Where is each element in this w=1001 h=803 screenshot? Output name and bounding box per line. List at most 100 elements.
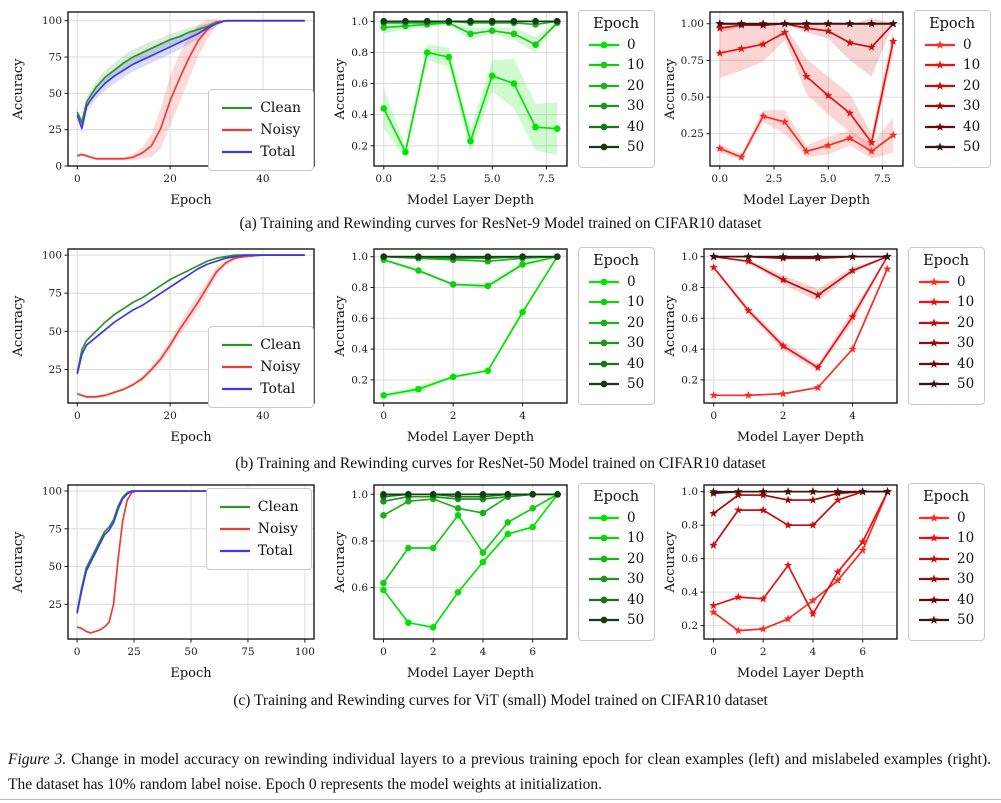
legend-item: 40 xyxy=(924,119,980,135)
svg-text:50: 50 xyxy=(49,561,62,573)
star-marker-swatch-icon xyxy=(919,533,949,542)
svg-text:100: 100 xyxy=(42,15,62,27)
svg-text:Model Layer Depth: Model Layer Depth xyxy=(737,666,865,681)
legend-item-label: 50 xyxy=(957,376,975,392)
svg-text:25: 25 xyxy=(49,599,62,611)
legend-item-label: Clean xyxy=(260,100,302,116)
svg-text:Model Layer Depth: Model Layer Depth xyxy=(407,193,535,208)
legend-title: Epoch xyxy=(593,253,640,269)
svg-text:0: 0 xyxy=(710,410,717,422)
legend-item: Total xyxy=(221,381,301,397)
star-marker-swatch-icon xyxy=(925,60,955,69)
chart-vit-rewind-noisy: 0 2 4 6 0.2 0.4 0.6 0.8 1.0 Model Layer Depth Accu… xyxy=(664,477,1000,683)
svg-text:6: 6 xyxy=(529,646,536,658)
legend-item-label: 0 xyxy=(957,273,966,290)
svg-text:0: 0 xyxy=(74,410,81,422)
bottom-rule xyxy=(0,799,1001,800)
chart-resnet50-training: 0 20 40 25 50 75 100 Epoch Accuracy Clean Noisy Tot… xyxy=(6,241,326,447)
svg-text:5.0: 5.0 xyxy=(484,173,501,185)
legend-item-label: Total xyxy=(257,543,293,560)
legend-item: 0 xyxy=(588,274,644,290)
legend-item: 30 xyxy=(918,335,974,351)
circle-marker-swatch-icon xyxy=(589,360,619,367)
svg-text:25: 25 xyxy=(127,646,140,658)
svg-text:40: 40 xyxy=(256,410,269,422)
svg-text:75: 75 xyxy=(241,646,254,658)
svg-text:0.75: 0.75 xyxy=(681,55,704,67)
subcaption-c: (c) Training and Rewinding curves for Vi… xyxy=(233,692,768,709)
legend-item: 50 xyxy=(588,612,644,628)
legend-item-label: 50 xyxy=(957,612,975,628)
svg-text:2.5: 2.5 xyxy=(766,173,783,185)
star-marker-swatch-icon xyxy=(919,379,949,388)
legend-title: Epoch xyxy=(593,489,640,505)
legend-item: 10 xyxy=(588,294,644,310)
legend-item-label: 10 xyxy=(627,57,645,73)
svg-text:Accuracy: Accuracy xyxy=(664,295,678,358)
line-swatch-icon xyxy=(222,128,253,132)
legend-item: 0 xyxy=(924,37,980,53)
line-swatch-icon xyxy=(222,106,253,110)
line-swatch-icon xyxy=(222,365,253,369)
line-swatch-icon xyxy=(222,387,253,391)
svg-text:0.6: 0.6 xyxy=(351,78,368,90)
circle-marker-swatch-icon xyxy=(589,596,619,603)
svg-text:0.6: 0.6 xyxy=(351,313,368,325)
circle-marker-swatch-icon xyxy=(589,319,619,326)
legend-item-label: 20 xyxy=(957,550,975,567)
circle-marker-swatch-icon xyxy=(589,82,619,89)
legend-item: Clean xyxy=(221,337,301,353)
legend-item-label: Total xyxy=(260,381,296,397)
svg-text:0.4: 0.4 xyxy=(351,344,368,356)
svg-text:Accuracy: Accuracy xyxy=(11,58,26,121)
legend: Clean Noisy Total xyxy=(208,326,315,408)
chart-vit-rewind-clean: 0 2 4 6 0.6 0.8 1.0 Model Layer Depth Accuracy Ep… xyxy=(334,477,662,683)
legend-item-label: 50 xyxy=(627,612,645,628)
svg-text:Model Layer Depth: Model Layer Depth xyxy=(737,430,865,445)
circle-marker-swatch-icon xyxy=(589,555,619,562)
svg-text:1.0: 1.0 xyxy=(351,16,368,28)
legend-item: 30 xyxy=(588,98,644,114)
svg-text:100: 100 xyxy=(42,486,62,498)
legend-item: 20 xyxy=(588,551,644,567)
svg-text:2.5: 2.5 xyxy=(430,173,447,185)
legend-item: 10 xyxy=(918,294,974,310)
legend-item: 10 xyxy=(588,530,644,546)
legend-item: 30 xyxy=(924,98,980,114)
legend-item: 50 xyxy=(588,139,644,155)
legend-item-label: 0 xyxy=(957,509,966,526)
legend-item-label: 0 xyxy=(627,273,636,290)
svg-text:2: 2 xyxy=(780,410,787,422)
legend: Epoch 0 10 20 30 40 50 xyxy=(578,483,656,641)
svg-text:0.4: 0.4 xyxy=(351,109,368,121)
circle-marker-swatch-icon xyxy=(589,514,619,521)
svg-text:0.8: 0.8 xyxy=(351,282,368,294)
legend-item-label: 30 xyxy=(963,98,981,114)
legend-title: Epoch xyxy=(929,16,976,32)
star-marker-swatch-icon xyxy=(919,297,949,306)
legend-item-label: 10 xyxy=(627,294,645,310)
svg-text:2: 2 xyxy=(450,410,457,422)
legend-item-label: 20 xyxy=(957,314,975,331)
line-swatch-icon xyxy=(222,150,253,154)
legend-item-label: Noisy xyxy=(260,122,301,138)
legend-item: 30 xyxy=(918,571,974,587)
svg-text:2: 2 xyxy=(760,646,767,658)
legend-item-label: 0 xyxy=(963,36,972,53)
legend-item: 40 xyxy=(588,592,644,608)
legend-item: Clean xyxy=(221,100,301,116)
legend-item: 10 xyxy=(918,530,974,546)
legend-item-label: 30 xyxy=(627,571,645,587)
chart-vit-training: 0 25 50 75 100 25 50 75 100 Epoch Accuracy Clean Noi… xyxy=(6,477,326,683)
legend-item: 20 xyxy=(588,315,644,331)
svg-text:0.8: 0.8 xyxy=(681,282,698,294)
legend-item: 10 xyxy=(588,57,644,73)
svg-text:4: 4 xyxy=(849,410,856,422)
circle-marker-swatch-icon xyxy=(589,123,619,130)
legend-item-label: 40 xyxy=(627,591,645,608)
svg-text:40: 40 xyxy=(256,173,269,185)
svg-text:0: 0 xyxy=(380,410,387,422)
svg-text:0.0: 0.0 xyxy=(711,173,728,185)
svg-text:20: 20 xyxy=(163,410,176,422)
svg-text:Accuracy: Accuracy xyxy=(11,531,26,594)
